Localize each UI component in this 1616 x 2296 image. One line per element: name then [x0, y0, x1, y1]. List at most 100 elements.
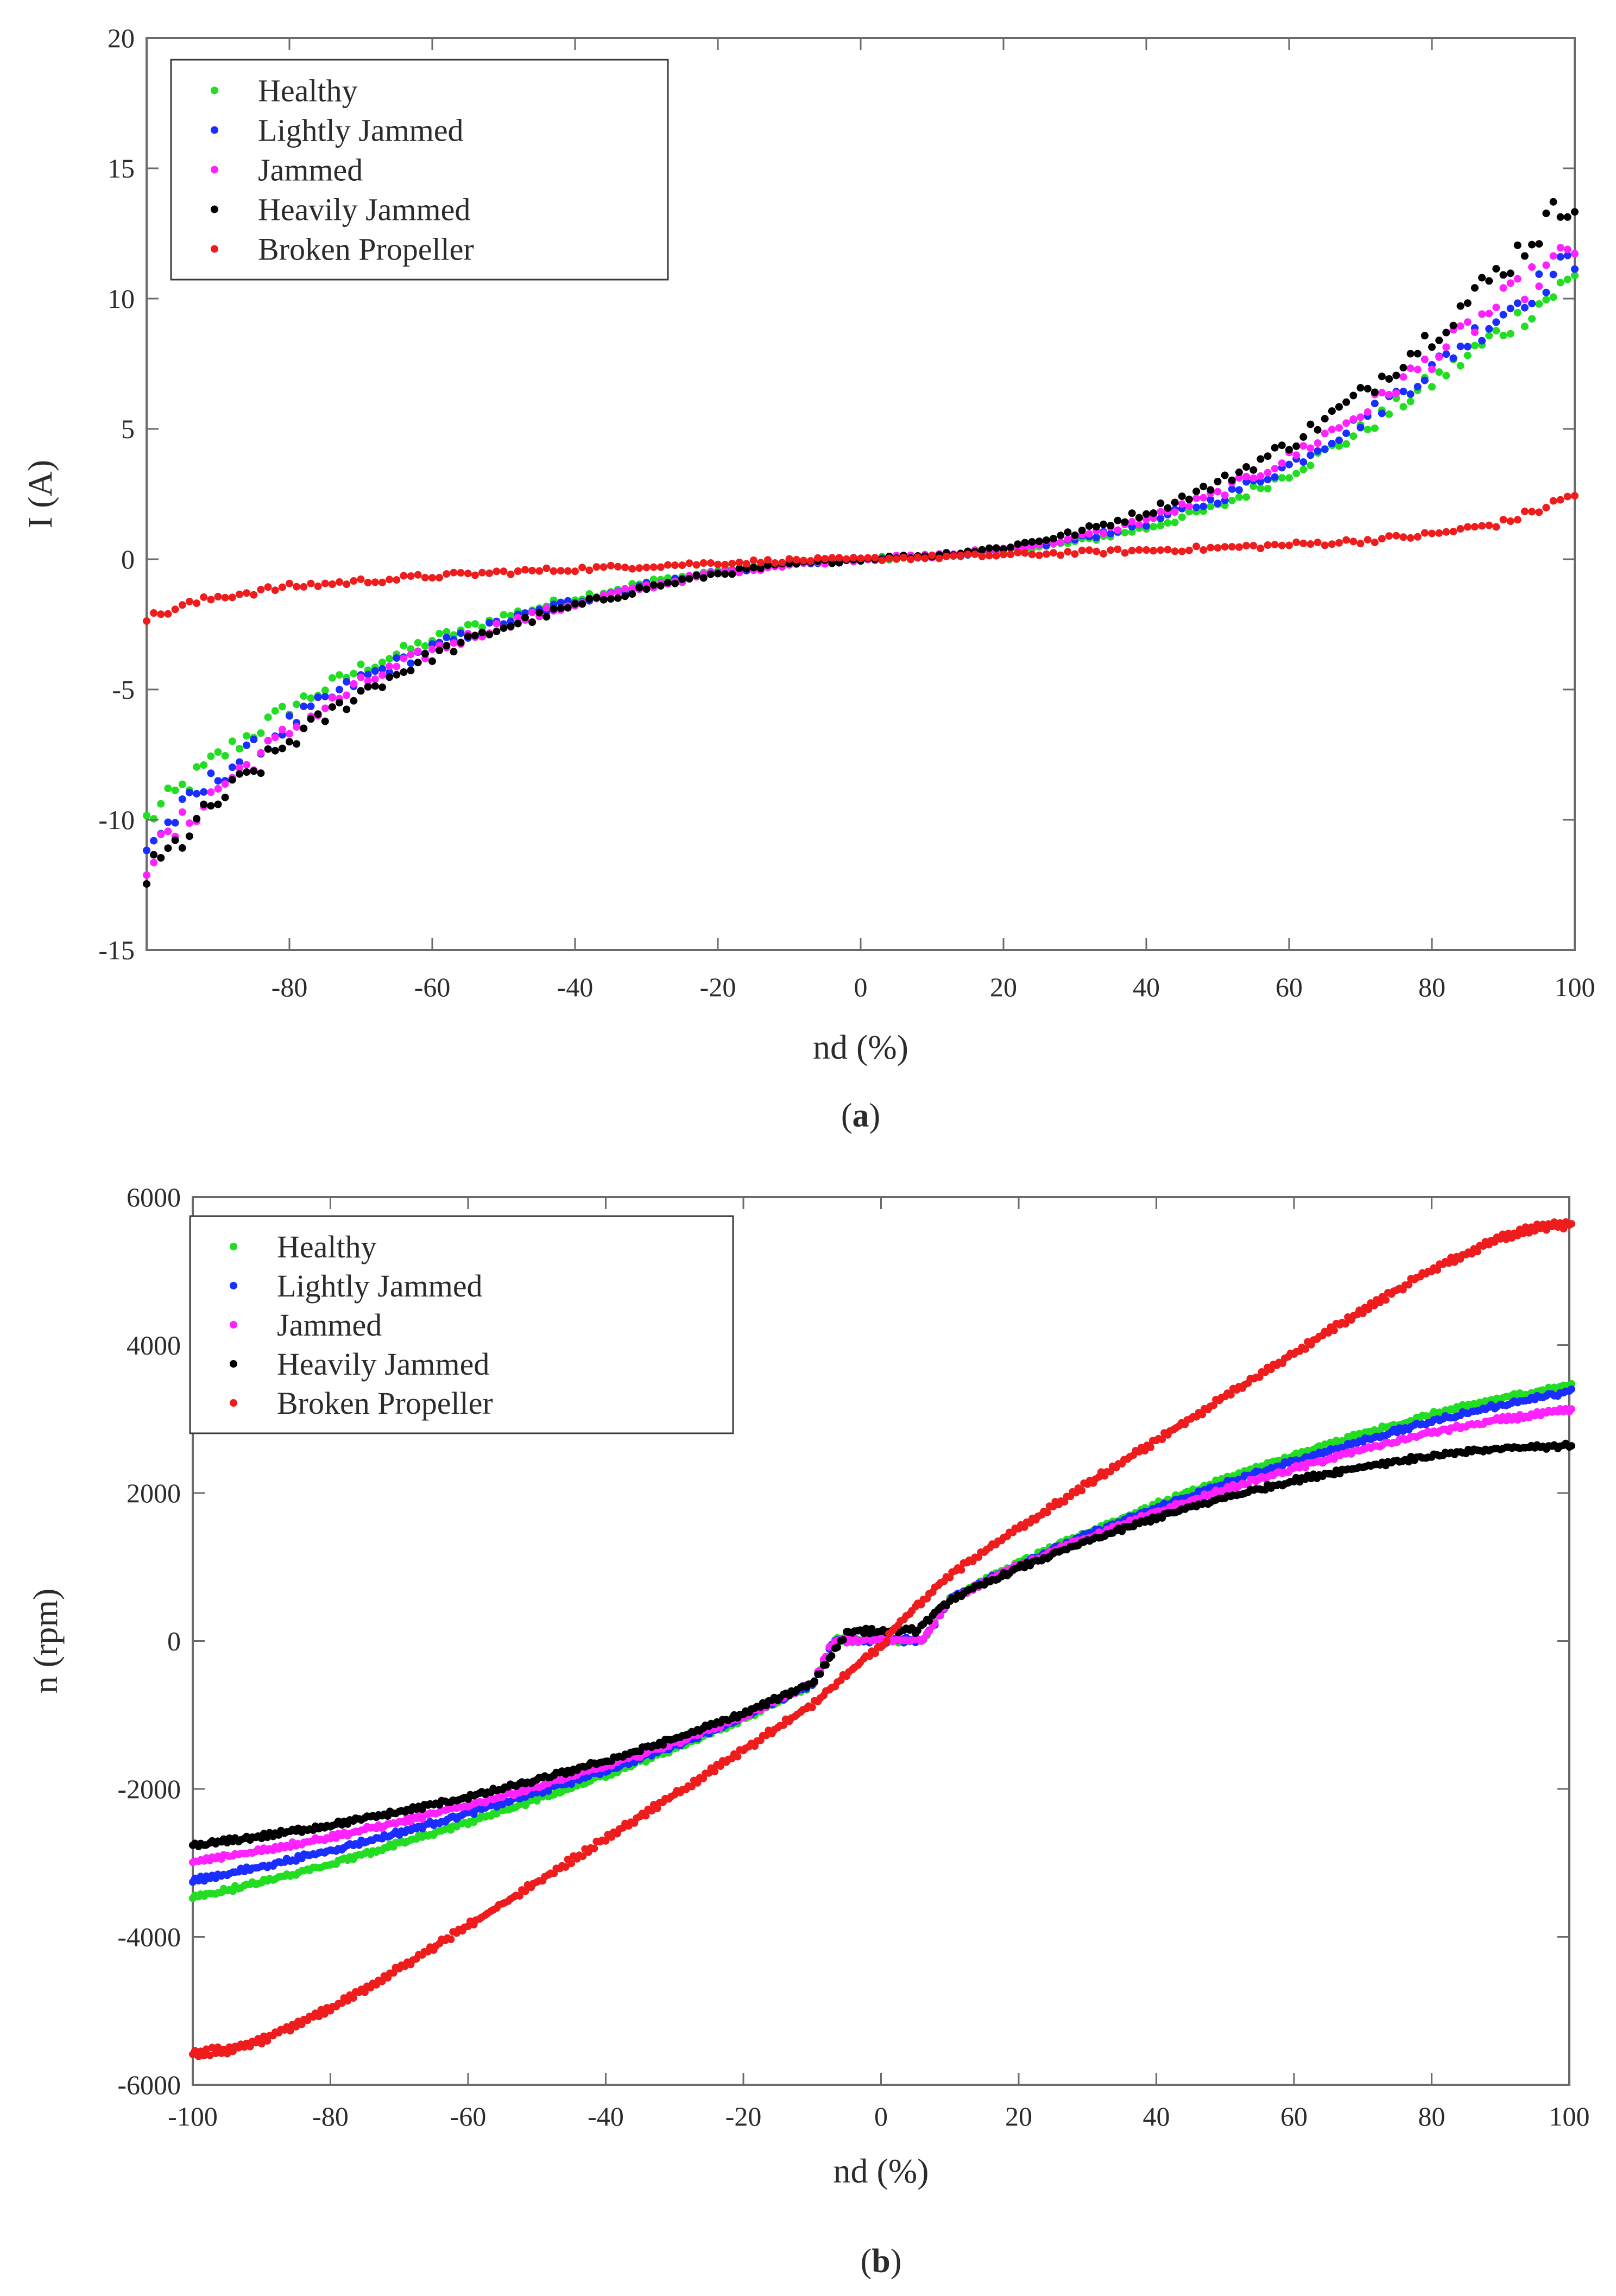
data-point	[143, 812, 150, 820]
data-point	[1335, 424, 1343, 432]
data-point	[414, 638, 422, 647]
data-point	[1449, 321, 1457, 330]
data-point	[1485, 325, 1493, 333]
data-point	[1542, 288, 1550, 296]
x-tick-label: 40	[1133, 972, 1160, 1002]
data-point	[1463, 343, 1472, 351]
data-point	[1364, 408, 1372, 416]
data-point	[1100, 520, 1108, 528]
data-point	[1135, 546, 1143, 554]
legend-a: Healthy Lightly Jammed Jammed Heavily Jamme…	[170, 59, 669, 281]
data-point	[386, 673, 394, 681]
data-point	[949, 552, 957, 560]
y-tick-label: -6000	[117, 2070, 181, 2100]
data-point	[985, 544, 993, 552]
data-point	[614, 594, 622, 602]
data-point	[328, 580, 336, 588]
data-point	[1549, 293, 1557, 301]
data-point	[1050, 535, 1057, 543]
data-point	[828, 1652, 836, 1660]
data-point	[364, 683, 372, 691]
data-point	[849, 554, 857, 562]
data-point	[1306, 540, 1315, 548]
data-point	[236, 770, 243, 778]
data-point	[321, 717, 329, 725]
data-point	[1128, 509, 1136, 517]
data-point	[1364, 384, 1372, 393]
data-point	[1150, 523, 1158, 531]
data-point	[1185, 546, 1193, 554]
data-point	[1506, 269, 1514, 277]
data-point	[200, 800, 208, 808]
data-point	[714, 570, 722, 578]
data-point	[164, 818, 172, 826]
data-point	[1371, 388, 1379, 396]
data-point	[1563, 245, 1571, 254]
y-tick-label: 10	[108, 283, 135, 314]
data-point	[1463, 318, 1472, 326]
data-point	[271, 707, 279, 715]
data-point	[885, 554, 893, 562]
data-point	[1264, 469, 1272, 477]
data-point	[1499, 271, 1507, 279]
data-point	[1556, 213, 1564, 221]
data-point	[1064, 535, 1072, 543]
data-point	[250, 767, 258, 775]
data-point	[1214, 544, 1222, 552]
x-tick-label: 60	[1280, 2101, 1308, 2131]
legend-marker	[211, 205, 218, 213]
data-point	[1324, 1329, 1333, 1337]
data-point	[1492, 265, 1500, 273]
data-point	[1271, 473, 1279, 481]
data-point	[343, 678, 351, 686]
data-point	[1342, 1320, 1350, 1328]
data-point	[978, 546, 986, 554]
data-point	[386, 662, 394, 671]
data-point	[735, 558, 743, 566]
data-point	[321, 692, 329, 700]
data-point	[749, 556, 758, 564]
data-point	[443, 570, 451, 578]
data-point	[212, 2050, 220, 2058]
data-point	[714, 560, 722, 568]
data-point	[1478, 274, 1486, 282]
data-point	[328, 694, 336, 702]
data-point	[678, 575, 686, 584]
data-point	[357, 660, 365, 668]
data-point	[1563, 492, 1571, 501]
data-point	[564, 567, 572, 575]
data-point	[150, 851, 158, 859]
data-point	[378, 578, 386, 586]
data-point	[1349, 432, 1358, 440]
data-point	[1278, 541, 1286, 549]
data-point	[1242, 542, 1251, 549]
data-point	[1470, 523, 1479, 531]
data-point	[435, 646, 444, 654]
data-point	[756, 565, 765, 573]
data-point	[1385, 410, 1393, 418]
data-point	[1306, 444, 1315, 452]
data-point	[1100, 549, 1108, 558]
data-point	[1492, 523, 1500, 531]
data-point	[1392, 371, 1400, 379]
data-point	[185, 598, 193, 605]
data-point	[671, 579, 679, 587]
legend-label: Lightly Jammed	[277, 1268, 483, 1304]
data-point	[250, 736, 258, 743]
legend-item: Jammed	[230, 1307, 382, 1343]
data-point	[1078, 1487, 1086, 1495]
data-point	[207, 769, 215, 777]
legend-label: Broken Propeller	[277, 1386, 493, 1421]
data-point	[321, 704, 329, 712]
data-point	[535, 567, 544, 575]
data-point	[343, 691, 351, 699]
data-point	[1428, 383, 1436, 391]
data-point	[821, 555, 829, 563]
legend-box	[170, 59, 669, 281]
data-point	[150, 858, 158, 866]
data-point	[343, 580, 351, 589]
panel-letter-a: a	[853, 1097, 869, 1134]
data-point	[143, 617, 150, 625]
data-point	[400, 668, 408, 676]
data-point	[978, 552, 986, 560]
